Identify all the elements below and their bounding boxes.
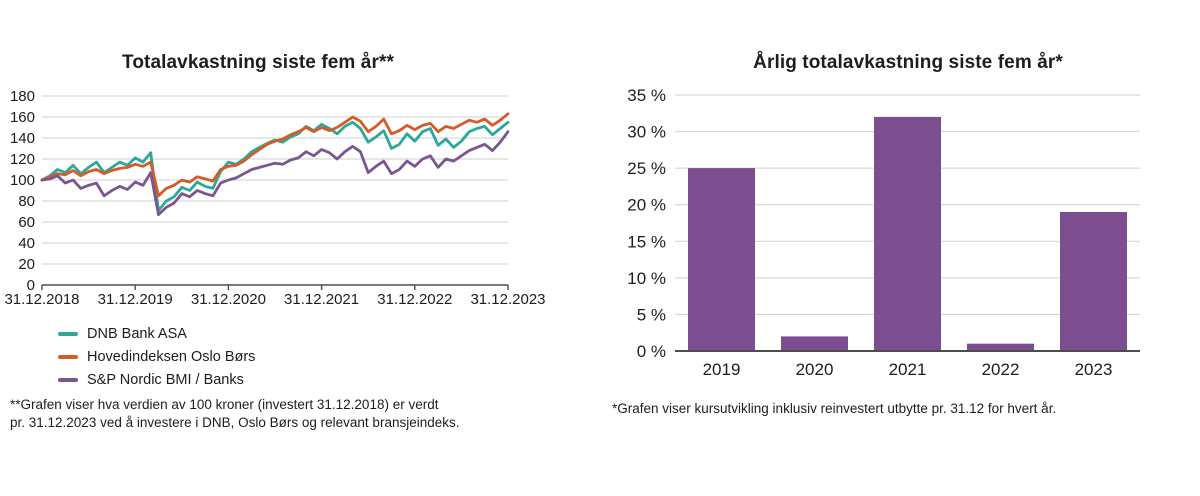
total-return-line-chart: 0 20 40 60 80 100 120 140 160 180 31.12.2018 31.12.… [4, 88, 545, 308]
legend-item-oslo-bors: Hovedindeksen Oslo Børs [58, 349, 255, 365]
legend-item-sp-nordic: S&P Nordic BMI / Banks [58, 372, 255, 388]
line-chart-footnote-line1: **Grafen viser hva verdien av 100 kroner… [10, 397, 439, 412]
annual-return-bar-chart: 0 % 5 % 10 % 15 % 20 % 25 % 30 % 35 % 2019 2020 20… [627, 86, 1140, 379]
y-tick-label: 25 % [627, 159, 666, 178]
line-chart-footnote: **Grafen viser hva verdien av 100 kroner… [10, 396, 550, 432]
y-tick-label: 180 [10, 88, 35, 105]
dnb-line-swatch-icon [58, 332, 78, 336]
bar-2019 [688, 168, 755, 351]
y-tick-label: 0 [27, 277, 35, 294]
series-line-2 [40, 130, 510, 217]
y-tick-label: 20 [18, 256, 35, 273]
y-tick-label: 140 [10, 130, 35, 147]
y-tick-label: 80 [18, 193, 35, 210]
sp-nordic-line-swatch-icon [58, 378, 78, 382]
x-tick-label: 31.12.2021 [284, 291, 359, 308]
bar-2020 [781, 336, 848, 351]
y-tick-label: 0 % [637, 342, 666, 361]
legend-label-sp-nordic: S&P Nordic BMI / Banks [87, 372, 244, 388]
series-line-1 [40, 112, 510, 198]
y-tick-label: 15 % [627, 232, 666, 251]
x-tick-label: 31.12.2023 [470, 291, 545, 308]
bar-2021 [874, 116, 941, 352]
bar-2023 [1060, 212, 1127, 351]
x-tick-label: 31.12.2020 [191, 291, 266, 308]
line-chart-title: Totalavkastning siste fem år** [122, 52, 394, 73]
y-tick-label: 20 % [627, 196, 666, 215]
y-tick-label: 60 [18, 214, 35, 231]
bar-chart-title: Årlig totalavkastning siste fem år* [753, 52, 1063, 73]
bar-chart-footnote: *Grafen viser kursutvikling inklusiv rei… [612, 401, 1057, 416]
x-tick-label: 2021 [889, 360, 927, 379]
x-tick-label: 2019 [703, 360, 741, 379]
x-tick-label: 31.12.2022 [377, 291, 452, 308]
y-tick-label: 100 [10, 172, 35, 189]
y-tick-label: 160 [10, 109, 35, 126]
oslo-bors-line-swatch-icon [58, 355, 78, 359]
bar-2022 [967, 343, 1034, 351]
legend-label-dnb: DNB Bank ASA [87, 326, 187, 342]
y-tick-label: 30 % [627, 123, 666, 142]
legend-item-dnb: DNB Bank ASA [58, 326, 255, 342]
y-tick-label: 35 % [627, 86, 666, 105]
y-tick-label: 120 [10, 151, 35, 168]
y-tick-label: 5 % [637, 305, 666, 324]
line-chart-footnote-line2: pr. 31.12.2023 ved å investere i DNB, Os… [10, 414, 460, 430]
line-chart-legend: DNB Bank ASA Hovedindeksen Oslo Børs S&P… [58, 326, 255, 388]
x-tick-label: 2023 [1075, 360, 1113, 379]
legend-label-oslo-bors: Hovedindeksen Oslo Børs [87, 349, 256, 365]
x-tick-label: 2020 [796, 360, 834, 379]
y-tick-label: 10 % [627, 269, 666, 288]
x-tick-label: 2022 [982, 360, 1020, 379]
x-tick-label: 31.12.2019 [98, 291, 173, 308]
y-tick-label: 40 [18, 235, 35, 252]
x-tick-label: 31.12.2018 [4, 291, 79, 308]
